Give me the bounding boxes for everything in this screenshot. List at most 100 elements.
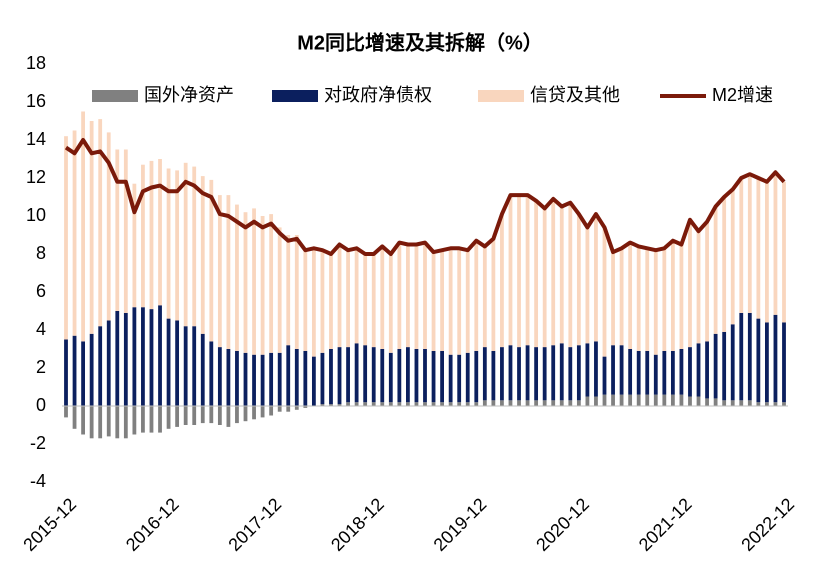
bar (132, 183, 137, 308)
bar (81, 406, 85, 435)
legend-label: 对政府净债权 (324, 85, 432, 105)
bar (696, 231, 701, 344)
bar (175, 320, 180, 406)
bar (166, 406, 171, 429)
bar (508, 345, 513, 401)
bar (115, 406, 120, 439)
bar (636, 246, 641, 351)
legend-swatch (478, 90, 524, 102)
bar (363, 402, 368, 406)
bar (303, 350, 308, 406)
bar (183, 162, 188, 327)
y-tick-label: -4 (30, 471, 46, 491)
bar (756, 318, 761, 403)
bar (534, 400, 539, 406)
bar (149, 309, 154, 406)
bar (260, 216, 265, 355)
bar (440, 250, 444, 351)
x-tick-label: 2021-12 (635, 494, 696, 555)
bar (765, 181, 769, 323)
bar (525, 400, 530, 406)
bar (363, 254, 368, 346)
bar (209, 406, 214, 424)
bar (517, 400, 521, 406)
bar (371, 347, 376, 403)
bar (106, 132, 111, 321)
bar (594, 214, 598, 342)
bar (260, 406, 265, 418)
bar (423, 242, 427, 349)
bar (158, 159, 162, 306)
bar (388, 402, 393, 406)
bar (286, 406, 291, 412)
bar (705, 341, 709, 399)
bar (72, 406, 77, 429)
bar (414, 402, 419, 406)
bar (320, 404, 325, 406)
bar (329, 254, 333, 349)
bar (756, 178, 761, 319)
bar (576, 345, 581, 401)
bar (406, 402, 410, 406)
bar (192, 406, 197, 425)
bar (380, 402, 385, 406)
x-tick-label: 2018-12 (327, 494, 388, 555)
bar (141, 406, 145, 433)
bar (226, 349, 231, 406)
bar (363, 345, 368, 403)
bar (192, 166, 197, 327)
bar (722, 331, 727, 401)
bar (115, 149, 120, 311)
bar (636, 350, 641, 395)
bar (739, 178, 744, 313)
bar (465, 402, 470, 406)
y-tick-label: 14 (26, 129, 46, 149)
bar (354, 343, 359, 403)
bar (542, 208, 547, 348)
bar (559, 206, 564, 344)
bar (269, 214, 274, 353)
bar (448, 402, 453, 406)
bar (585, 396, 590, 406)
bar (662, 394, 667, 406)
bar (72, 335, 77, 406)
bar (747, 400, 752, 406)
bar (688, 396, 692, 406)
x-tick-label: 2019-12 (430, 494, 491, 555)
bar (576, 214, 581, 346)
bar (491, 238, 496, 351)
bar (457, 354, 462, 403)
bar (465, 352, 470, 403)
bar (594, 396, 598, 406)
bar (474, 402, 479, 406)
bar (200, 333, 205, 406)
bar (482, 400, 487, 406)
y-tick-label: 16 (26, 91, 46, 111)
bar (611, 252, 615, 346)
bar (380, 246, 385, 349)
bar (175, 406, 180, 427)
y-tick-label: 12 (26, 167, 46, 187)
legend-swatch (272, 90, 318, 102)
bar (448, 354, 453, 403)
bar (303, 248, 308, 351)
bar (81, 111, 85, 342)
bar (252, 208, 256, 355)
bar (551, 198, 556, 346)
bar (346, 347, 350, 403)
bar (653, 354, 658, 395)
y-tick-label: 8 (36, 243, 46, 263)
bar (72, 130, 77, 336)
bar (371, 254, 376, 348)
bar (773, 402, 778, 406)
bar (594, 341, 598, 397)
bar (89, 121, 94, 334)
bar (217, 347, 222, 406)
bar (525, 345, 530, 401)
bar (294, 406, 299, 410)
bar (474, 240, 479, 351)
bar (773, 314, 778, 403)
y-tick-label: 6 (36, 281, 46, 301)
bar (98, 326, 103, 406)
